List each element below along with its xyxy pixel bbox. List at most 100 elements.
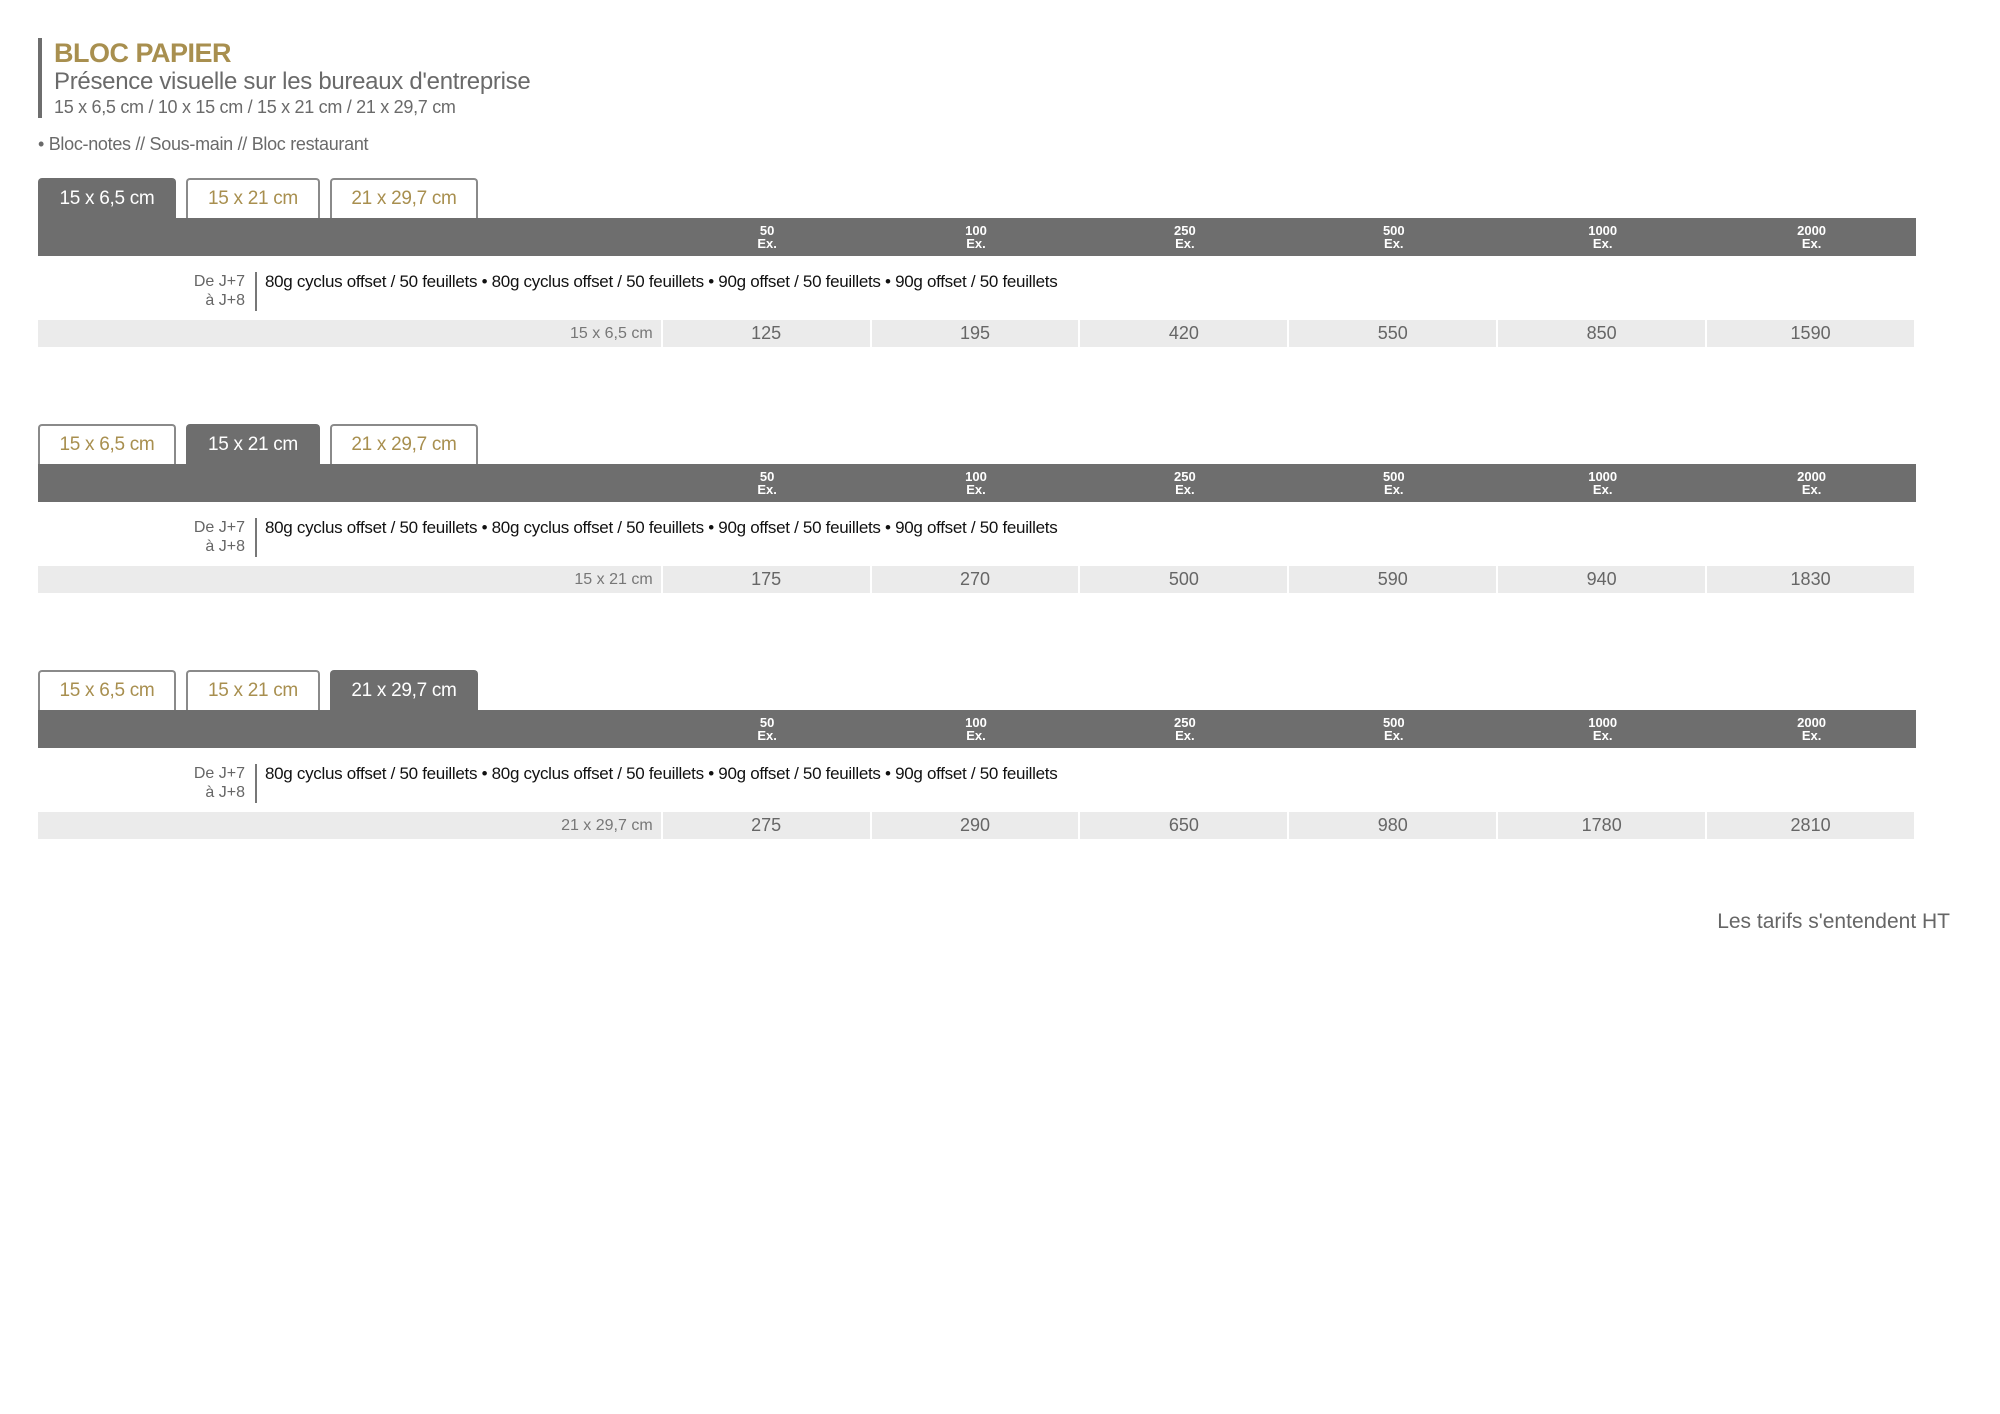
price-table-2: 15 x 6,5 cm 15 x 21 cm 21 x 29,7 cm 50 Ex. 10…: [38, 424, 1916, 593]
tab-size-3[interactable]: 21 x 29,7 cm: [330, 424, 478, 464]
footer-note: Les tarifs s'entendent HT: [1717, 910, 1950, 933]
page-subtitle: Présence visuelle sur les bureaux d'entr…: [54, 68, 531, 95]
quantity-value: 250: [1174, 469, 1196, 484]
quantity-column-header: 100 Ex.: [872, 710, 1081, 748]
quantity-value: 1000: [1588, 715, 1618, 730]
delay-from: De J+7: [193, 519, 245, 536]
quantity-value: 100: [965, 715, 987, 730]
quantity-value: 500: [1382, 223, 1405, 238]
price-cell: 2810: [1707, 812, 1915, 839]
quantity-column-header: 250 Ex.: [1080, 710, 1289, 748]
quantity-column-header: 50 Ex.: [663, 218, 872, 256]
quantity-value: 250: [1174, 715, 1196, 730]
product-types: • Bloc-notes // Sous-main // Bloc restau…: [38, 134, 369, 154]
tab-size-3[interactable]: 21 x 29,7 cm: [330, 670, 478, 710]
price-cell: 1830: [1707, 566, 1915, 593]
quantity-column-header: 50 Ex.: [663, 464, 872, 502]
divider: [255, 764, 257, 803]
divider: [255, 518, 257, 557]
available-sizes: 15 x 6,5 cm / 10 x 15 cm / 15 x 21 cm / …: [54, 97, 456, 117]
price-cell: 500: [1080, 566, 1288, 593]
price-cell: 1590: [1707, 320, 1915, 347]
tab-size-1[interactable]: 15 x 6,5 cm: [38, 670, 176, 710]
quantity-unit: Ex.: [1175, 482, 1195, 497]
quantity-value: 100: [965, 223, 987, 238]
price-row: 15 x 6,5 cm 125 195 420 550 850 1590: [38, 320, 1916, 347]
price-cell: 125: [662, 320, 870, 347]
price-cell: 550: [1289, 320, 1497, 347]
quantity-unit: Ex.: [966, 236, 986, 251]
price-cell: 175: [662, 566, 870, 593]
tab-size-2[interactable]: 15 x 21 cm: [186, 178, 320, 218]
quantity-column-header: 100 Ex.: [872, 218, 1081, 256]
quantity-value: 2000: [1797, 715, 1827, 730]
quantity-value: 50: [759, 469, 775, 484]
quantity-column-header: 100 Ex.: [872, 464, 1081, 502]
quantity-unit: Ex.: [1801, 482, 1822, 497]
page-header: BLOC PAPIER Présence visuelle sur les bu…: [38, 38, 531, 118]
tab-size-3[interactable]: 21 x 29,7 cm: [330, 178, 478, 218]
quantity-unit: Ex.: [966, 482, 986, 497]
quantity-column-header: 250 Ex.: [1080, 218, 1289, 256]
quantity-column-header: 1000 Ex.: [1498, 710, 1707, 748]
delivery-delay: De J+7 à J+8: [46, 518, 255, 557]
divider: [255, 272, 257, 311]
quantity-value: 500: [1382, 469, 1405, 484]
quantity-unit: Ex.: [1175, 728, 1195, 743]
tab-size-2[interactable]: 15 x 21 cm: [186, 670, 320, 710]
tab-size-2[interactable]: 15 x 21 cm: [186, 424, 320, 464]
paper-specification: 80g cyclus offset / 50 feuillets • 80g c…: [265, 518, 1058, 537]
quantity-value: 100: [965, 469, 987, 484]
delay-to: à J+8: [205, 292, 245, 309]
quantity-column-header: 1000 Ex.: [1498, 218, 1707, 256]
size-tabs: 15 x 6,5 cm 15 x 21 cm 21 x 29,7 cm: [38, 178, 1916, 218]
size-tabs: 15 x 6,5 cm 15 x 21 cm 21 x 29,7 cm: [38, 670, 1916, 710]
price-cell: 275: [662, 812, 870, 839]
paper-specification: 80g cyclus offset / 50 feuillets • 80g c…: [265, 764, 1058, 783]
quantity-column-header: 2000 Ex.: [1707, 710, 1916, 748]
paper-specification: 80g cyclus offset / 50 feuillets • 80g c…: [265, 272, 1058, 291]
quantity-value: 2000: [1797, 469, 1827, 484]
tab-size-1[interactable]: 15 x 6,5 cm: [38, 424, 176, 464]
page-title: BLOC PAPIER: [54, 38, 232, 68]
quantity-unit: Ex.: [1801, 728, 1822, 743]
delivery-delay: De J+7 à J+8: [46, 764, 255, 803]
delay-to: à J+8: [205, 784, 245, 801]
quantity-unit: Ex.: [1175, 236, 1195, 251]
price-cell: 195: [871, 320, 1079, 347]
delay-from: De J+7: [193, 765, 245, 782]
price-table-1: 15 x 6,5 cm 15 x 21 cm 21 x 29,7 cm 50 Ex. 10…: [38, 178, 1916, 347]
quantity-value: 1000: [1588, 223, 1618, 238]
size-tabs: 15 x 6,5 cm 15 x 21 cm 21 x 29,7 cm: [38, 424, 1916, 464]
price-cell: 270: [871, 566, 1079, 593]
quantity-header: 50 Ex. 100 Ex. 250 Ex. 500 Ex. 1000 Ex. 2000 Ex.: [38, 464, 1916, 502]
quantity-unit: Ex.: [1592, 236, 1613, 251]
price-table-3: 15 x 6,5 cm 15 x 21 cm 21 x 29,7 cm 50 Ex. 10…: [38, 670, 1916, 839]
price-cell: 650: [1080, 812, 1288, 839]
quantity-unit: Ex.: [1384, 728, 1404, 743]
quantity-value: 50: [759, 223, 775, 238]
quantity-value: 2000: [1797, 223, 1827, 238]
quantity-value: 250: [1174, 223, 1196, 238]
quantity-column-header: 250 Ex.: [1080, 464, 1289, 502]
quantity-column-header: 500 Ex.: [1289, 464, 1498, 502]
quantity-column-header: 50 Ex.: [663, 710, 872, 748]
quantity-unit: Ex.: [757, 482, 777, 497]
delivery-delay: De J+7 à J+8: [46, 272, 255, 311]
delay-from: De J+7: [193, 273, 245, 290]
price-cell: 940: [1498, 566, 1706, 593]
price-row: 21 x 29,7 cm 275 290 650 980 1780 2810: [38, 812, 1916, 839]
size-label: 15 x 6,5 cm: [38, 320, 661, 347]
quantity-value: 500: [1382, 715, 1405, 730]
quantity-header: 50 Ex. 100 Ex. 250 Ex. 500 Ex. 1000 Ex. 2000 Ex.: [38, 218, 1916, 256]
quantity-column-header: 1000 Ex.: [1498, 464, 1707, 502]
quantity-unit: Ex.: [757, 236, 777, 251]
product-description-row: De J+7 à J+8 80g cyclus offset / 50 feuil…: [38, 764, 1916, 803]
quantity-value: 50: [759, 715, 775, 730]
tab-size-1[interactable]: 15 x 6,5 cm: [38, 178, 176, 218]
quantity-unit: Ex.: [1384, 236, 1404, 251]
product-description-row: De J+7 à J+8 80g cyclus offset / 50 feuil…: [38, 518, 1916, 557]
quantity-unit: Ex.: [1384, 482, 1404, 497]
quantity-unit: Ex.: [757, 728, 777, 743]
quantity-unit: Ex.: [1801, 236, 1822, 251]
